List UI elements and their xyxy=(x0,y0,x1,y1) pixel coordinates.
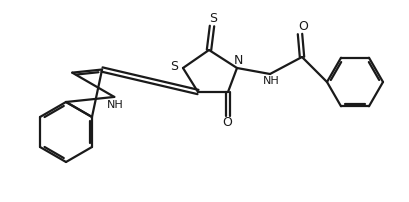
Text: O: O xyxy=(297,20,307,34)
Text: S: S xyxy=(170,60,178,73)
Text: N: N xyxy=(233,54,242,66)
Text: NH: NH xyxy=(107,100,124,110)
Text: NH: NH xyxy=(262,76,279,86)
Text: O: O xyxy=(222,117,231,129)
Text: S: S xyxy=(209,13,216,25)
